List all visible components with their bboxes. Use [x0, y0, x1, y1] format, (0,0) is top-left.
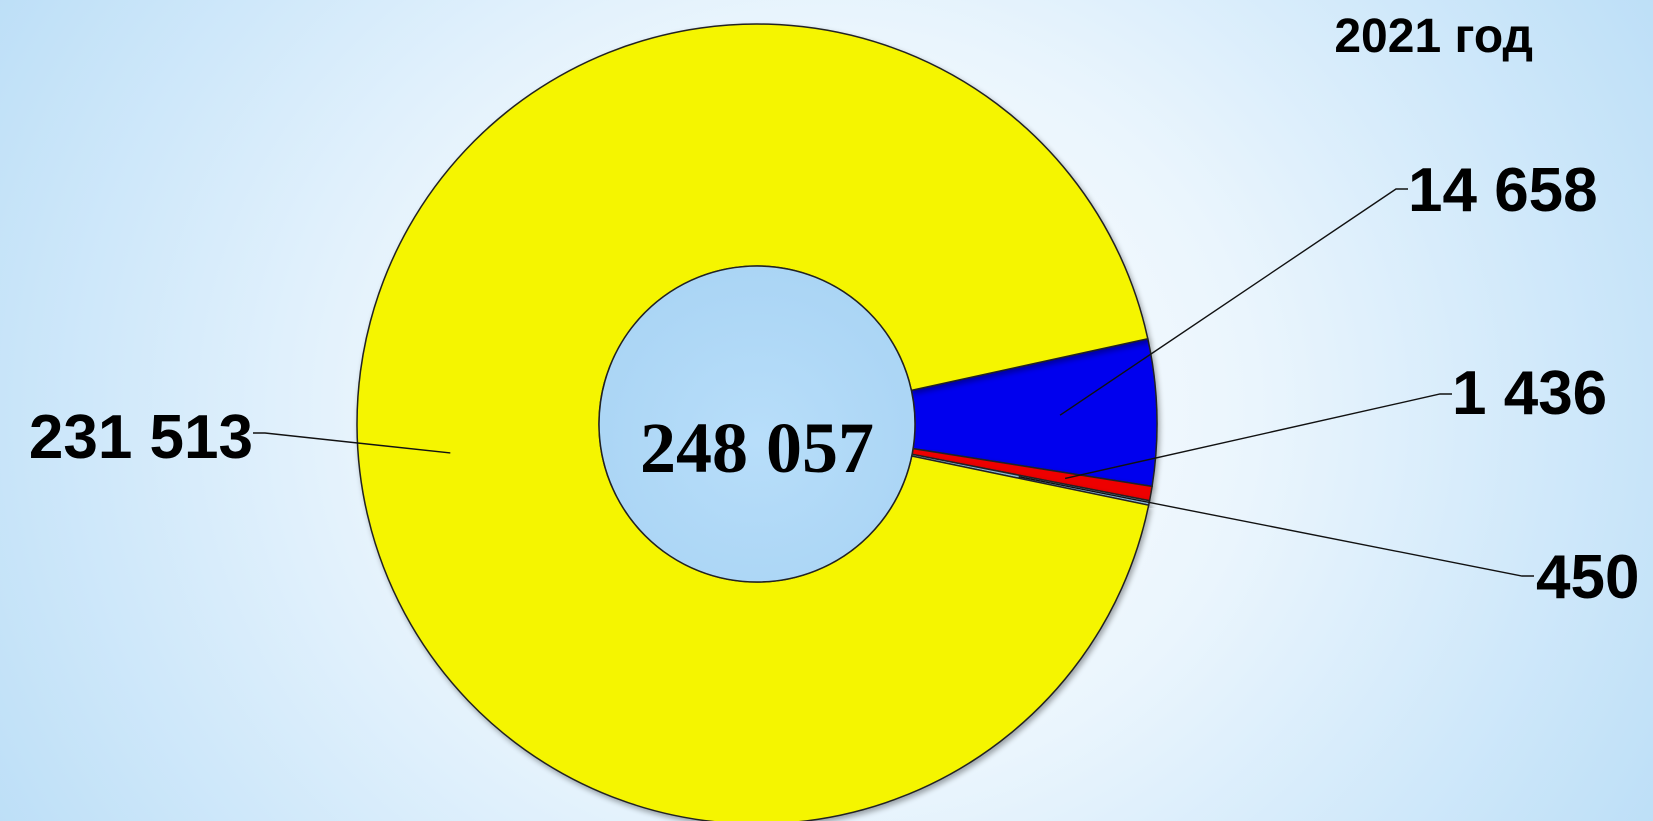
leader-line [1018, 475, 1534, 577]
total-label: 248 057 [640, 408, 874, 488]
donut-hole [598, 265, 916, 583]
chart-title: 2021 год [1334, 10, 1533, 63]
data-labels: 14 658 1 436 450 231 513 [29, 156, 1640, 612]
leader-line [253, 432, 451, 454]
leader-line [1059, 188, 1408, 416]
data-label: 231 513 [29, 403, 253, 472]
data-label: 450 [1536, 543, 1639, 612]
data-label: 14 658 [1408, 156, 1598, 225]
leader-line [1064, 393, 1452, 480]
data-label: 1 436 [1452, 359, 1607, 428]
leader-lines [253, 188, 1534, 577]
